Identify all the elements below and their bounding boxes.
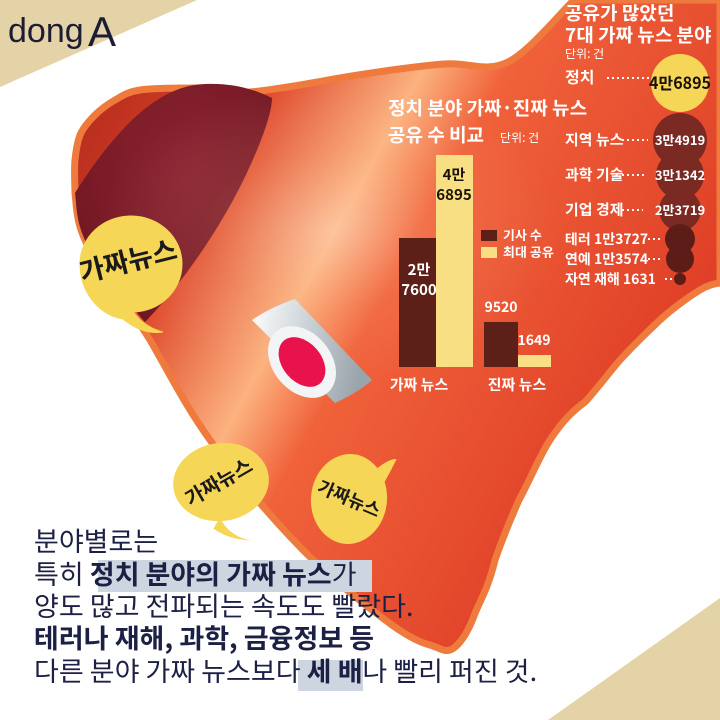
svg-text:2만3719: 2만3719 bbox=[655, 200, 705, 219]
svg-text:4만6895: 4만6895 bbox=[649, 70, 711, 94]
svg-text:단위: 건: 단위: 건 bbox=[565, 45, 604, 62]
svg-text:dong: dong bbox=[8, 12, 84, 50]
svg-text:가짜 뉴스: 가짜 뉴스 bbox=[390, 374, 449, 395]
svg-text:기업 경제: 기업 경제 bbox=[565, 199, 624, 220]
svg-text:6895: 6895 bbox=[436, 184, 472, 205]
svg-text:연예 1만3574: 연예 1만3574 bbox=[565, 249, 648, 269]
svg-text:A: A bbox=[88, 8, 116, 55]
svg-text:1649: 1649 bbox=[517, 330, 550, 350]
svg-text:3만4919: 3만4919 bbox=[655, 130, 705, 149]
svg-text:지역 뉴스: 지역 뉴스 bbox=[565, 129, 624, 150]
svg-text:정치 분야 가짜·진짜 뉴스: 정치 분야 가짜·진짜 뉴스 bbox=[388, 94, 587, 121]
svg-text:9520: 9520 bbox=[484, 297, 517, 317]
svg-text:7대 가짜 뉴스 분야: 7대 가짜 뉴스 분야 bbox=[565, 21, 712, 48]
svg-text:3만1342: 3만1342 bbox=[655, 165, 705, 184]
svg-text:테러 1만3727: 테러 1만3727 bbox=[565, 229, 648, 249]
svg-text:자연 재해 1631: 자연 재해 1631 bbox=[565, 269, 656, 289]
svg-text:정치: 정치 bbox=[565, 64, 594, 88]
svg-text:단위: 건: 단위: 건 bbox=[500, 129, 539, 146]
svg-text:과학 기술: 과학 기술 bbox=[565, 164, 624, 185]
svg-text:2만: 2만 bbox=[408, 259, 431, 280]
svg-text:공유 수 비교: 공유 수 비교 bbox=[388, 121, 484, 148]
svg-text:4만: 4만 bbox=[443, 164, 466, 185]
svg-text:진짜 뉴스: 진짜 뉴스 bbox=[488, 374, 547, 395]
svg-text:최대 공유: 최대 공유 bbox=[503, 242, 554, 261]
svg-text:7600: 7600 bbox=[401, 279, 437, 300]
svg-text:다른 분야 가짜 뉴스보다 세 배나 빨리 퍼진 것.: 다른 분야 가짜 뉴스보다 세 배나 빨리 퍼진 것. bbox=[34, 650, 537, 689]
